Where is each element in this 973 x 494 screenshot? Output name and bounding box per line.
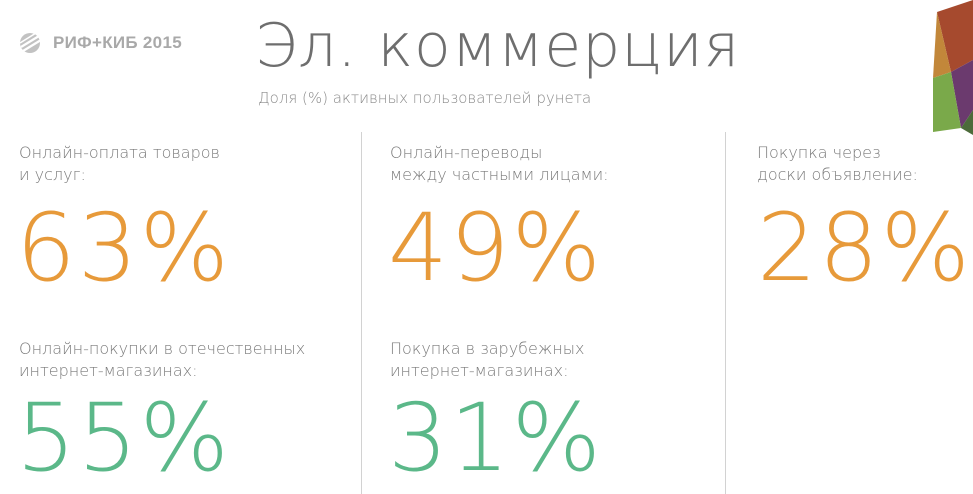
logo: РИФ+КИБ 2015 — [17, 31, 182, 55]
stat-label-online-payment: Онлайн-оплата товаров и услуг: — [19, 143, 220, 184]
rif-kib-logo-icon — [19, 32, 42, 53]
stat-label-foreign-shops: Покупка в зарубежных интернет-магазинах: — [390, 339, 585, 380]
stat-value-p2p-transfers: 49% — [388, 194, 603, 303]
logo-text: РИФ+КИБ 2015 — [53, 33, 182, 52]
stat-value-online-payment: 63% — [16, 194, 231, 303]
stat-value-domestic-shops: 55% — [16, 384, 231, 493]
page-title: Эл. коммерция — [255, 11, 741, 81]
stat-value-foreign-shops: 31% — [388, 384, 603, 493]
polygon-decoration-icon — [933, 0, 973, 135]
stat-label-classifieds: Покупка через доски объявление: — [757, 143, 918, 184]
stat-label-domestic-shops: Онлайн-покупки в отечественных интернет-… — [19, 339, 306, 380]
page-subtitle: Доля (%) активных пользователей рунета — [258, 89, 592, 107]
column-divider-2 — [725, 132, 726, 494]
column-divider-1 — [361, 132, 362, 494]
stat-value-classifieds: 28% — [757, 194, 972, 303]
stat-label-p2p-transfers: Онлайн-переводы между частными лицами: — [390, 143, 609, 184]
